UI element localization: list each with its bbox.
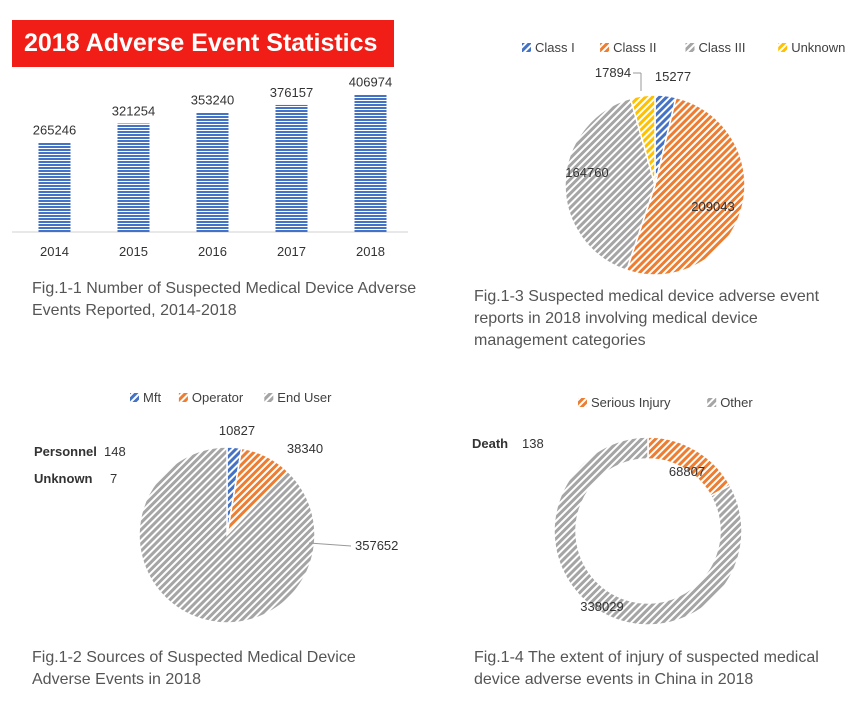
caption-fig4: Fig.1-4 The extent of injury of suspecte…	[474, 649, 819, 688]
legend-swatch-end-user	[264, 393, 274, 402]
legend-label-serious-injury: Serious Injury	[591, 395, 671, 410]
data-label-class-i: 15277	[655, 69, 691, 84]
x-tick-2015: 2015	[119, 244, 148, 259]
leader-line-end-user	[308, 542, 352, 547]
data-label-end-user: 357652	[355, 538, 398, 553]
legend-swatch-unknown	[778, 43, 788, 52]
page-title: 2018 Adverse Event Statistics	[12, 20, 394, 67]
legend-label-class-iii: Class III	[699, 40, 746, 55]
legend-label-mft: Mft	[143, 390, 161, 405]
bar-2018	[354, 94, 387, 232]
slice-unknown	[629, 94, 656, 186]
caption-fig1: Fig.1-1 Number of Suspected Medical Devi…	[32, 280, 417, 319]
pie-chart-sources: Mft Operator End User 10827 38340 357652 Perso…	[34, 390, 398, 624]
data-label-unknown: 17894	[595, 65, 631, 80]
caption-fig3: Fig.1-3 Suspected medical device adverse…	[474, 288, 820, 349]
data-label-2015: 321254	[112, 103, 155, 118]
bar-2017	[275, 104, 308, 232]
data-label-2018: 406974	[349, 75, 392, 90]
legend-label-class-ii: Class II	[613, 40, 656, 55]
bar-2014	[38, 142, 71, 232]
bar-chart-annual-events: 265246 2014 321254 2015 353240 2016 376157 2017…	[12, 75, 408, 259]
legend-swatch-class-ii	[600, 43, 610, 52]
donut-chart-injury-extent: Serious Injury Other 68807 338029 Death 138	[472, 395, 753, 626]
annotation-value-death: 138	[522, 436, 544, 451]
bar-2015	[117, 123, 150, 232]
x-tick-2018: 2018	[356, 244, 385, 259]
data-label-class-ii: 209043	[691, 199, 734, 214]
annotation-value-personnel: 148	[104, 444, 126, 459]
data-label-serious-injury: 68807	[669, 464, 705, 479]
legend-label-other: Other	[720, 395, 753, 410]
annotation-value-unknown: 7	[110, 471, 117, 486]
legend-label-class-i: Class I	[535, 40, 575, 55]
legend-swatch-class-i	[522, 43, 531, 52]
annotation-label-death: Death	[472, 436, 508, 451]
x-tick-2016: 2016	[198, 244, 227, 259]
legend-swatch-mft	[130, 393, 139, 402]
bar-2016	[196, 112, 229, 232]
legend-label-end-user: End User	[277, 390, 332, 405]
data-label-class-iii: 164760	[565, 165, 608, 180]
legend-label-unknown: Unknown	[791, 40, 845, 55]
data-label-other: 338029	[580, 599, 623, 614]
x-tick-2017: 2017	[277, 244, 306, 259]
data-label-mft: 10827	[219, 423, 255, 438]
legend-swatch-class-iii	[685, 43, 695, 52]
annotation-label-unknown: Unknown	[34, 471, 93, 486]
data-label-2014: 265246	[33, 122, 76, 137]
slice-end-user	[138, 446, 316, 624]
slice-class-ii	[625, 96, 746, 276]
legend-swatch-serious-injury	[578, 398, 587, 407]
caption-fig2: Fig.1-2 Sources of Suspected Medical Dev…	[32, 649, 356, 688]
legend-label-operator: Operator	[192, 390, 244, 405]
pie-chart-management-category: Class I Class II Class III Unknown 15277 2090…	[522, 40, 845, 276]
legend-swatch-other	[707, 398, 717, 407]
data-label-operator: 38340	[287, 441, 323, 456]
data-label-2017: 376157	[270, 85, 313, 100]
annotation-label-personnel: Personnel	[34, 444, 97, 459]
slice-other	[553, 436, 743, 626]
data-label-2016: 353240	[191, 93, 234, 108]
legend-swatch-operator	[178, 393, 188, 402]
slice-class-iii	[564, 97, 656, 272]
x-tick-2014: 2014	[40, 244, 69, 259]
